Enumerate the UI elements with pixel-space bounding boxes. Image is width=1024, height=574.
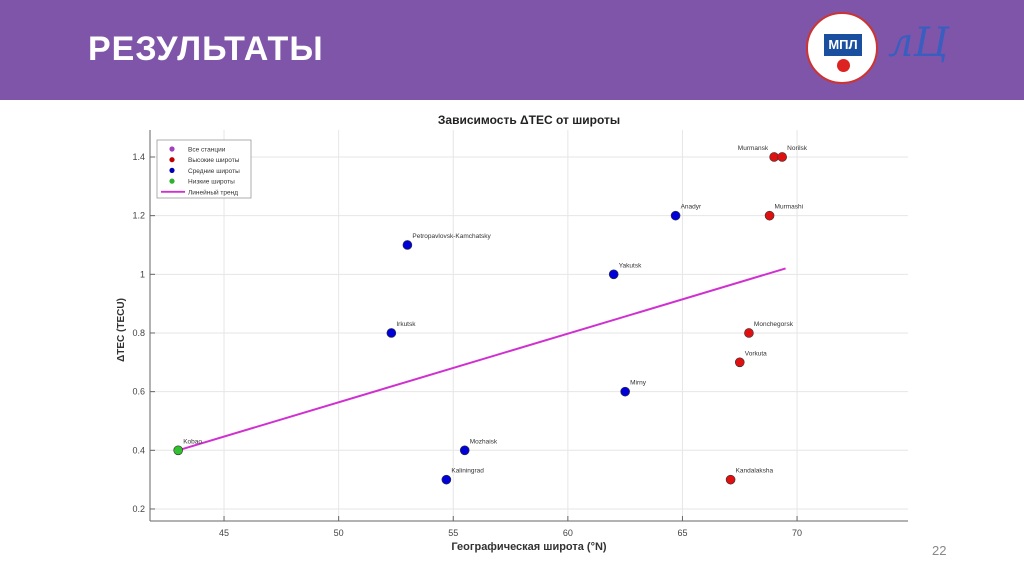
data-point [777, 152, 787, 162]
data-label: Monchegorsk [754, 321, 794, 328]
data-label: Yakutsk [619, 262, 642, 269]
slide-header: РЕЗУЛЬТАТЫ МПЛ лЦ [0, 0, 1024, 100]
x-tick-label: 70 [792, 528, 802, 538]
legend-label: Все станции [188, 147, 226, 154]
y-tick-label: 1 [140, 269, 145, 279]
data-label: Murmansk [738, 145, 769, 152]
data-label: Mirny [630, 380, 647, 387]
slide-title: РЕЗУЛЬТАТЫ [88, 30, 324, 68]
data-label: Anadyr [681, 204, 702, 211]
x-tick-label: 55 [448, 528, 458, 538]
trend-line [177, 267, 786, 452]
data-point [173, 445, 183, 456]
data-point [459, 445, 470, 456]
x-tick-label: 60 [563, 528, 573, 538]
data-point [670, 210, 681, 221]
data-point [725, 474, 736, 485]
y-tick-label: 0.4 [132, 445, 145, 455]
y-axis-label: ΔTEC (TECU) [116, 298, 127, 362]
x-axis-label: Географическая широта (°N) [451, 541, 607, 553]
legend-marker [169, 157, 175, 163]
data-point [764, 210, 775, 221]
x-tick-label: 45 [219, 528, 229, 538]
data-label: Kaliningrad [451, 468, 484, 475]
data-label: Murmashi [775, 204, 804, 211]
data-label: Petropavlovsk-Kamchatsky [412, 233, 491, 240]
data-point [402, 240, 413, 250]
data-label: Kobao [183, 438, 202, 445]
school-logo: МПЛ [806, 12, 878, 84]
data-label: Mozhaisk [470, 438, 498, 445]
y-tick-label: 0.8 [132, 328, 145, 338]
x-tick-label: 50 [334, 528, 344, 538]
legend-label: Низкие широты [188, 179, 235, 186]
legend-marker [169, 178, 175, 184]
y-tick-label: 0.2 [132, 504, 145, 514]
university-logo: лЦ [888, 20, 949, 66]
legend-marker [169, 167, 175, 173]
data-point [441, 474, 452, 485]
legend-label: Высокие широты [188, 157, 240, 164]
data-point [608, 269, 619, 280]
y-tick-label: 1.2 [132, 211, 145, 221]
logo-emblem [837, 59, 850, 72]
data-label: Irkutsk [396, 321, 416, 328]
y-tick-label: 0.6 [132, 387, 145, 397]
data-point [386, 328, 397, 338]
data-point [744, 328, 754, 338]
chart-title: Зависимость ΔTEC от широты [438, 113, 620, 127]
data-point [769, 152, 779, 162]
data-label: Norilsk [787, 145, 808, 152]
page-number: 22 [932, 543, 947, 558]
data-label: Vorkuta [745, 350, 767, 357]
data-label: Kandalaksha [736, 468, 774, 475]
legend-label: Средние широты [188, 168, 240, 175]
logo-book: МПЛ [824, 34, 862, 56]
y-tick-label: 1.4 [132, 152, 145, 162]
x-tick-label: 65 [677, 528, 687, 538]
data-point [620, 386, 630, 397]
plot-area [150, 130, 908, 521]
legend-marker [169, 146, 175, 152]
data-point [734, 357, 745, 368]
legend-label: Линейный тренд [188, 188, 238, 196]
